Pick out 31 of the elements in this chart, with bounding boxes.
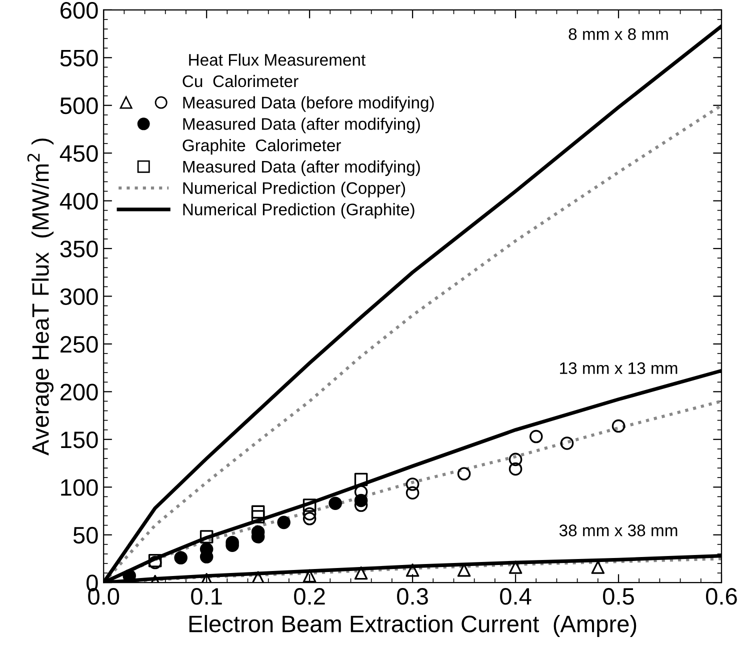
annotation: 38 mm x 38 mm [559, 524, 678, 536]
y-tick-label: 100 [61, 479, 98, 496]
annotation: Cu Calorimeter [182, 74, 298, 88]
y-axis-title: Average HeaT Flux (MW/m$^{2}$ ) [27, 138, 54, 456]
x-axis-title: Electron Beam Extraction Current (Ampre) [189, 614, 636, 637]
y-tick-label: 150 [61, 431, 98, 448]
legend-label: Measured Data (before modifying) [183, 96, 434, 112]
y-tick-label: 500 [60, 97, 98, 114]
y-tick-label: 400 [60, 192, 98, 210]
x-tick-label: 0.5 [603, 588, 634, 605]
y-tick-label: 200 [60, 384, 98, 400]
annotation: Graphite Calorimeter [182, 139, 341, 155]
legend-label: Measured Data (after modifying) [183, 118, 420, 134]
x-tick-label: 0.6 [706, 588, 737, 605]
legend-label: Numerical Prediction (Copper) [183, 182, 406, 198]
y-tick-label: 450 [60, 145, 98, 162]
y-tick-label: 250 [60, 336, 98, 353]
legend-label: Measured Data (after modifying) [183, 160, 420, 176]
annotation: 13 mm x 13 mm [560, 362, 678, 374]
annotation: 8 mm x 8 mm [568, 28, 668, 40]
y-tick-label: 300 [60, 288, 98, 306]
y-tick-label: 550 [60, 50, 98, 66]
legend-label: Numerical Prediction (Graphite) [183, 203, 414, 219]
y-tick-label: 600 [60, 2, 98, 19]
x-tick-label: 0.1 [191, 588, 222, 605]
y-tick-label: 350 [60, 240, 98, 258]
x-tick-label: 0.3 [397, 588, 428, 605]
y-tick-label: 50 [73, 526, 98, 544]
x-tick-label: 0.4 [500, 588, 532, 605]
legend-title: Heat Flux Measurement [189, 54, 366, 66]
x-tick-label: 0.2 [294, 588, 325, 605]
